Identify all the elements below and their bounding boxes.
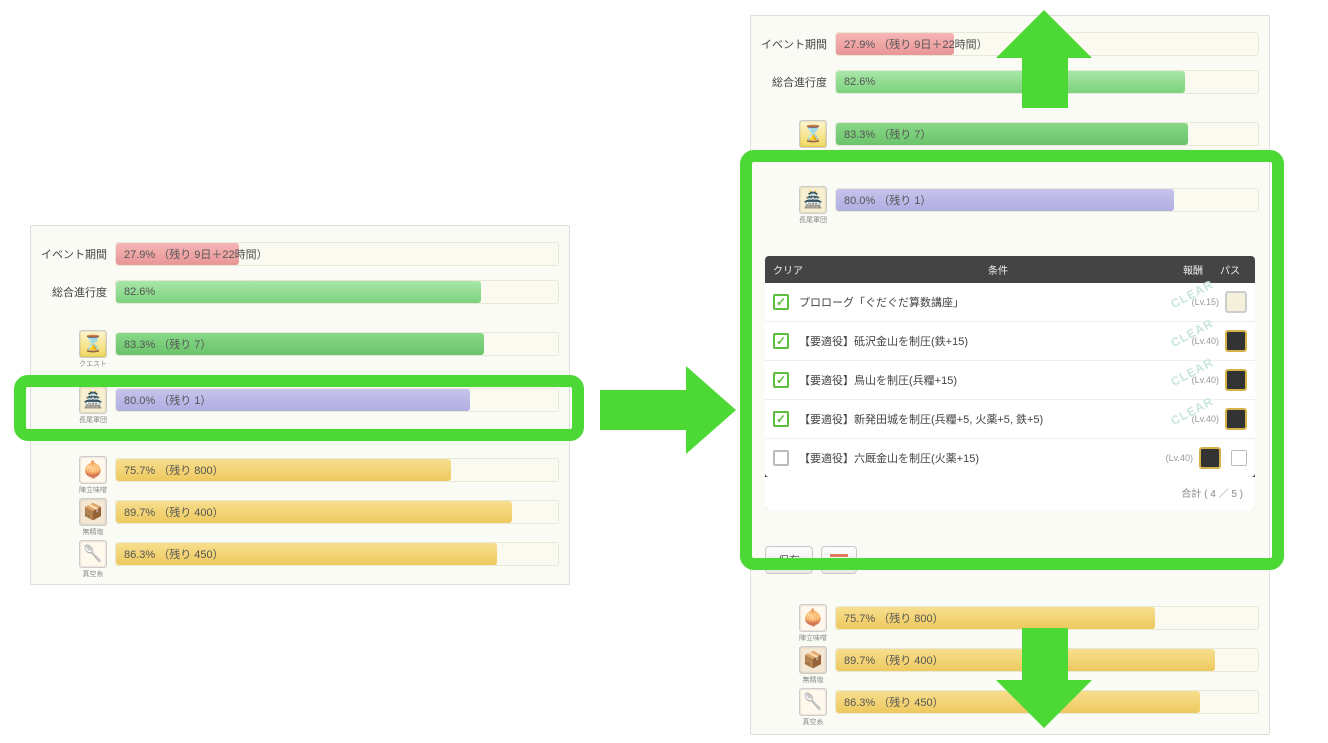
reward-icon — [1225, 291, 1247, 313]
overall-progress-bar: 82.6% — [115, 280, 559, 304]
reward-icon — [1225, 369, 1247, 391]
clear-checkbox[interactable]: ✓ — [773, 333, 789, 349]
material-bar-1[interactable]: 75.7% （残り 800） — [115, 458, 559, 482]
quest-total: 合計 ( 4 ／ 5 ) — [765, 477, 1255, 510]
overall-progress-label: 総合進行度 — [31, 284, 115, 300]
material-egg-icon: 🧅陣立味噌 — [79, 456, 107, 484]
overall-progress-label-r: 総合進行度 — [751, 74, 835, 90]
quest-bar-text: 83.3% （残り 7） — [124, 333, 211, 355]
quest-bar-r[interactable]: 83.3% （残り 7） — [835, 122, 1259, 146]
material-bar-3[interactable]: 86.3% （残り 450） — [115, 542, 559, 566]
clear-checkbox[interactable]: ✓ — [773, 411, 789, 427]
quest-condition-text: 【要適役】新発田城を制圧(兵糧+5, 火薬+5, 鉄+5) — [799, 411, 1186, 427]
event-period-label-r: イベント期間 — [751, 36, 835, 52]
reward-icon — [1199, 447, 1221, 469]
clear-checkbox[interactable] — [773, 450, 789, 466]
quest-table-header: クリア 条件 報酬 パス — [765, 256, 1255, 283]
castle-bar-text: 80.0% （残り 1） — [124, 389, 211, 411]
quest-row[interactable]: 【要適役】六厩金山を制圧(火薬+15) (Lv.40) — [765, 439, 1255, 477]
event-period-bar: 27.9% （残り 9日＋22時間） — [115, 242, 559, 266]
material-bar-1-r[interactable]: 75.7% （残り 800） — [835, 606, 1259, 630]
castle-bar[interactable]: 80.0% （残り 1） — [115, 388, 559, 412]
clear-checkbox[interactable]: ✓ — [773, 294, 789, 310]
material-spoon-icon-r: 🥄真空糸 — [799, 688, 827, 716]
event-period-label: イベント期間 — [31, 246, 115, 262]
material-box-icon-r: 📦無精塩 — [799, 646, 827, 674]
event-period-text: 27.9% （残り 9日＋22時間） — [124, 243, 268, 265]
quest-row[interactable]: ✓【要適役】新発田城を制圧(兵糧+5, 火薬+5, 鉄+5)(Lv.40)CLE… — [765, 400, 1255, 439]
castle-bar-r[interactable]: 80.0% （残り 1） — [835, 188, 1259, 212]
panel-before: イベント期間 27.9% （残り 9日＋22時間） 総合進行度 82.6% ⌛ク… — [30, 225, 570, 585]
quest-row[interactable]: ✓【要適役】砥沢金山を制圧(鉄+15)(Lv.40)CLEAR — [765, 322, 1255, 361]
clear-checkbox[interactable]: ✓ — [773, 372, 789, 388]
col-condition: 条件 — [823, 262, 1173, 277]
quest-condition-text: 【要適役】砥沢金山を制圧(鉄+15) — [799, 333, 1186, 349]
quest-condition-text: プロローグ「ぐだぐだ算数講座」 — [799, 294, 1186, 310]
castle-icon-r: 🏯長尾軍団 — [799, 186, 827, 214]
quest-icon-r: ⌛クエスト — [799, 120, 827, 148]
panel-after: イベント期間 27.9% （残り 9日＋22時間） 総合進行度 82.6% ⌛ク… — [750, 15, 1270, 735]
quest-row[interactable]: ✓プロローグ「ぐだぐだ算数講座」(Lv.15)CLEAR — [765, 283, 1255, 322]
material-egg-icon-r: 🧅陣立味噌 — [799, 604, 827, 632]
quest-subtable: クリア 条件 報酬 パス ✓プロローグ「ぐだぐだ算数講座」(Lv.15)CLEA… — [765, 256, 1255, 510]
castle-icon: 🏯長尾軍団 — [79, 386, 107, 414]
save-button[interactable]: 保存 — [765, 546, 813, 574]
color-toggle-button[interactable] — [821, 546, 857, 574]
material-box-icon: 📦無精塩 — [79, 498, 107, 526]
reward-icon — [1225, 408, 1247, 430]
reward-icon — [1225, 330, 1247, 352]
material-spoon-icon: 🥄真空糸 — [79, 540, 107, 568]
pass-checkbox[interactable] — [1231, 450, 1247, 466]
material-bar-2[interactable]: 89.7% （残り 400） — [115, 500, 559, 524]
quest-condition-text: 【要適役】鳥山を制圧(兵糧+15) — [799, 372, 1186, 388]
quest-condition-text: 【要適役】六厩金山を制圧(火薬+15) — [799, 450, 1160, 466]
overall-progress-text: 82.6% — [124, 281, 155, 303]
quest-bar[interactable]: 83.3% （残り 7） — [115, 332, 559, 356]
quest-level: (Lv.40) — [1166, 453, 1193, 463]
col-clear: クリア — [773, 262, 823, 277]
quest-row[interactable]: ✓【要適役】鳥山を制圧(兵糧+15)(Lv.40)CLEAR — [765, 361, 1255, 400]
col-pass: パス — [1213, 262, 1247, 277]
col-reward: 報酬 — [1173, 262, 1213, 277]
quest-icon: ⌛クエスト — [79, 330, 107, 358]
